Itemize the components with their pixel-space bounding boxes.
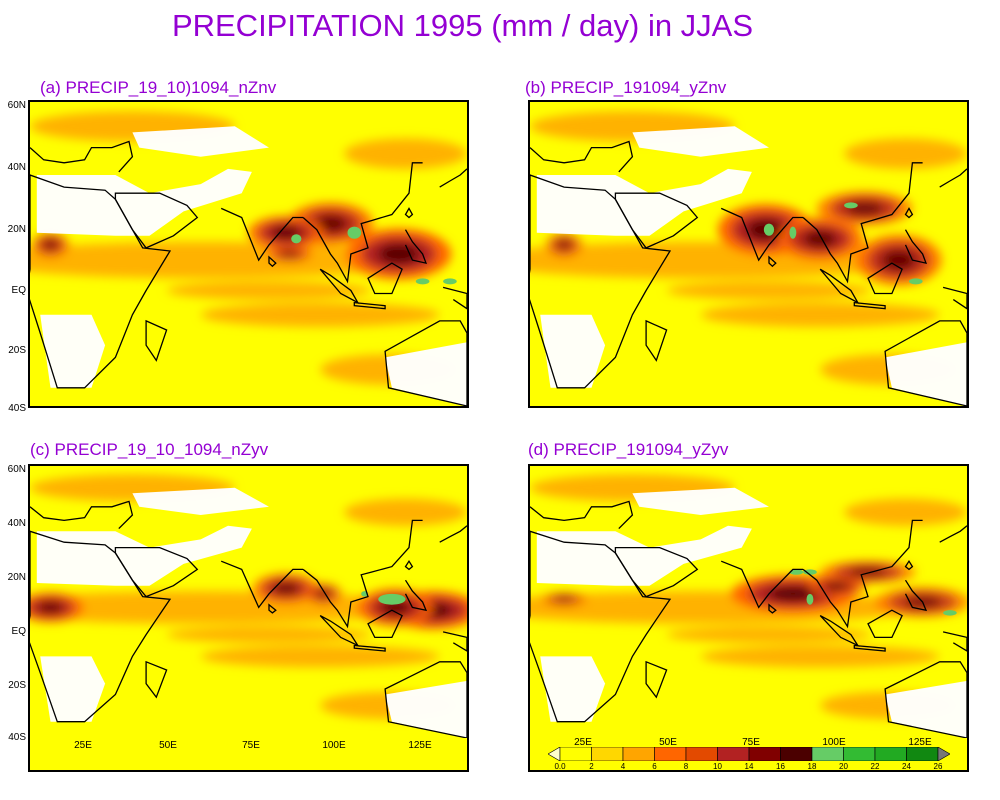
panel-c-lat-20n: 20N <box>7 572 26 583</box>
panel-b-dry-region-3 <box>632 126 769 157</box>
panel-d-extreme-patch-1 <box>789 569 804 575</box>
colorbar-swatch-4 <box>654 746 687 762</box>
colorbar-swatch-8 <box>780 746 813 762</box>
panel-d-coastlines <box>530 500 967 738</box>
colorbar-swatch-3 <box>622 746 655 762</box>
colorbar-swatch-11 <box>874 746 907 762</box>
colorbar-swatch-2 <box>591 746 624 762</box>
panel-a-dry-region-0 <box>36 168 252 236</box>
panel-c-lat-eq: EQ <box>11 626 26 637</box>
panel-b-dry-region-1 <box>540 314 606 388</box>
panel-c-map-svg <box>30 466 467 738</box>
panel-c-lon-75e: 75E <box>242 740 260 751</box>
panel-d-map-svg <box>530 466 967 738</box>
panel-c-lon-100e: 100E <box>322 740 346 751</box>
panel-c-lat-60n: 60N <box>7 464 26 475</box>
colorbar-swatch-12 <box>906 746 939 762</box>
panel-a-dry-region-1 <box>40 314 106 388</box>
panel-a-lat-eq: EQ <box>11 285 26 296</box>
panel-b-extreme-patch-3 <box>908 278 923 285</box>
colorbar-tick-label: 16 <box>776 762 785 771</box>
colorbar-tick-label: 6 <box>652 762 657 771</box>
colorbar-swatch-5 <box>685 746 718 762</box>
panel-c-dry-region-0 <box>36 525 252 586</box>
colorbar-high-arrow <box>937 746 951 762</box>
colorbar-tick-label: 18 <box>807 762 817 771</box>
panel-a-lat-20n: 20N <box>7 224 26 235</box>
colorbar-swatch-9 <box>811 746 844 762</box>
colorbar-tick-label: 14 <box>744 762 754 771</box>
panel-a-map <box>28 100 469 408</box>
colorbar-low-arrow <box>547 746 561 762</box>
panel-c-lon-25e: 25E <box>74 740 92 751</box>
panel-a-dry-region-2 <box>385 342 467 406</box>
panel-a-lat-40s: 40S <box>8 403 26 414</box>
panel-c-map <box>28 464 469 772</box>
colorbar-swatch-1 <box>559 746 592 762</box>
panel-c-lon-50e: 50E <box>159 740 177 751</box>
colorbar: 0.0 2 4 6 8 10 14 16 18 20 22 24 26 <box>547 746 951 771</box>
colorbar-tick-label: 8 <box>683 762 689 771</box>
colorbar-swatch-6 <box>717 746 750 762</box>
panel-d-extreme-patch-3 <box>943 610 957 616</box>
panel-d-dry-region-1 <box>540 656 606 722</box>
colorbar-tick-label: 4 <box>620 762 626 771</box>
panel-c-dry-region-1 <box>40 656 106 722</box>
panel-d-dry-region-2 <box>885 680 967 738</box>
panel-d-extreme-patch-0 <box>806 593 814 605</box>
panel-a-lat-60n: 60N <box>7 100 26 111</box>
main-title: PRECIPITATION 1995 (mm / day) in JJAS <box>171 8 754 43</box>
panel-b-extreme-patch-0 <box>763 223 775 236</box>
colorbar-svg <box>547 746 951 762</box>
colorbar-swatch-7 <box>748 746 781 762</box>
panel-a-extreme-patch-3 <box>443 278 457 285</box>
panel-b-title: (b) PRECIP_191094_yZnv <box>525 78 727 97</box>
panel-d-dry-region-0 <box>536 525 752 586</box>
panel-d-lon-25e: 25E <box>574 737 592 748</box>
panel-a-dry-region-3 <box>132 126 269 157</box>
colorbar-tick-label: 24 <box>902 762 911 771</box>
panel-b-map-svg <box>530 102 967 406</box>
panel-c-dry-region-2 <box>385 680 467 738</box>
panel-d-lon-125e: 125E <box>908 737 932 748</box>
colorbar-tick-label: 0.0 <box>554 762 566 771</box>
colorbar-tick-label: 26 <box>933 762 943 771</box>
panel-b-dry-region-0 <box>536 168 752 236</box>
panel-b-dry-region-2 <box>885 342 967 406</box>
panel-c-extreme-patch-0 <box>378 593 406 605</box>
colorbar-tick-label: 2 <box>589 762 594 771</box>
panel-b-map <box>528 100 969 408</box>
colorbar-tick-label: 20 <box>839 762 848 771</box>
panel-a-map-svg <box>30 102 467 406</box>
panel-c-lat-20s: 20S <box>8 680 26 691</box>
panel-a-lat-40n: 40N <box>7 162 26 173</box>
panel-c-coastlines <box>30 500 467 738</box>
panel-d-extreme-patch-2 <box>803 569 817 575</box>
panel-d-lon-50e: 50E <box>659 737 677 748</box>
panel-c-lat-40s: 40S <box>8 732 26 743</box>
panel-c-lat-40n: 40N <box>7 518 26 529</box>
panel-d-lon-75e: 75E <box>742 737 760 748</box>
panel-d-title: (d) PRECIP_191094_yZyv <box>528 440 729 459</box>
panel-a-coastlines <box>30 140 467 406</box>
panel-d-lon-100e: 100E <box>822 737 846 748</box>
panel-a-extreme-patch-0 <box>291 234 302 244</box>
panel-a-title: (a) PRECIP_19_10)1094_nZnv <box>40 78 277 97</box>
panel-b-coastlines <box>530 140 967 406</box>
panel-d-map <box>528 464 969 772</box>
panel-a-extreme-patch-1 <box>347 226 362 239</box>
panel-c-dry-region-3 <box>132 487 269 515</box>
colorbar-swatch-10 <box>843 746 876 762</box>
panel-d-dry-region-3 <box>632 487 769 515</box>
colorbar-tick-label: 22 <box>870 762 880 771</box>
panel-a-lat-20s: 20S <box>8 345 26 356</box>
panel-c-lon-125e: 125E <box>408 740 432 751</box>
panel-c-title: (c) PRECIP_19_10_1094_nZyv <box>30 440 269 459</box>
colorbar-tick-label: 10 <box>713 762 722 771</box>
panel-a-extreme-patch-2 <box>415 278 430 285</box>
panel-b-extreme-patch-1 <box>789 226 797 239</box>
panel-b-extreme-patch-2 <box>844 202 858 209</box>
